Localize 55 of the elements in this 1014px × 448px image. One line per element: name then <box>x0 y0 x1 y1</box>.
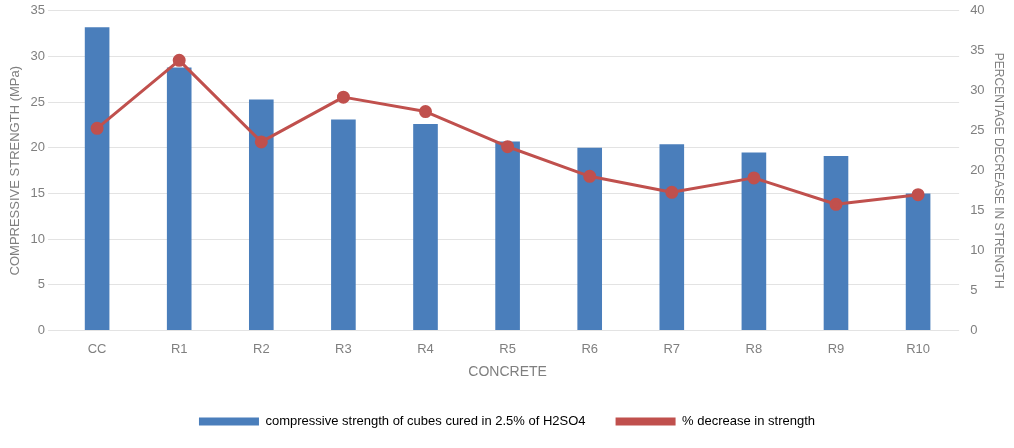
x-tick-label: R4 <box>417 340 434 356</box>
y2-tick-label: 10 <box>970 242 985 258</box>
point <box>501 140 515 154</box>
y2-tick-label: 5 <box>970 282 978 298</box>
point <box>911 188 925 202</box>
legend-label: % decrease in strength <box>682 413 816 429</box>
point <box>172 53 186 67</box>
y-tick-label: 35 <box>30 2 46 18</box>
x-tick-label: R9 <box>827 340 845 356</box>
x-tick-label: R10 <box>906 340 931 356</box>
bar <box>905 193 931 331</box>
bar <box>331 119 356 331</box>
y2-axis-title: PERCENTAGE DECREASE IN STRENGTH <box>992 52 1007 289</box>
y-tick-label: 30 <box>30 48 46 64</box>
point <box>90 121 104 135</box>
x-tick-label: R6 <box>581 340 599 356</box>
bar <box>166 67 192 331</box>
x-axis-title: CONCRETE <box>468 363 547 380</box>
x-tick-label: R8 <box>745 340 763 356</box>
point <box>419 105 432 119</box>
y-tick-label: 0 <box>37 322 46 338</box>
bar <box>495 141 520 331</box>
legend-label: compressive strength of cubes cured in 2.5% of H2SO4 <box>265 413 586 429</box>
x-tick-label: R2 <box>252 340 270 356</box>
y2-tick-label: 25 <box>970 122 985 138</box>
y-tick-label: 15 <box>30 185 46 201</box>
bar <box>741 152 767 331</box>
bar <box>248 99 274 331</box>
point <box>665 185 679 199</box>
y-tick-label: 25 <box>30 93 46 109</box>
bar <box>413 124 438 331</box>
point <box>583 169 597 183</box>
point <box>254 135 268 149</box>
y2-tick-label: 30 <box>970 82 985 98</box>
y-axis-title: COMPRESSIVE STRENGTH (MPa) <box>7 65 23 276</box>
point <box>829 197 843 211</box>
y2-tick-label: 40 <box>970 2 985 18</box>
y-tick-label: 5 <box>37 276 46 292</box>
bar <box>659 144 685 331</box>
y2-tick-label: 35 <box>970 42 985 58</box>
y-tick-label: 20 <box>30 139 46 155</box>
point <box>747 171 761 185</box>
y2-tick-label: 0 <box>970 322 978 338</box>
bar <box>823 156 849 331</box>
x-tick-label: CC <box>87 340 107 356</box>
y2-tick-label: 15 <box>970 202 985 218</box>
bar <box>577 147 603 331</box>
x-tick-label: R3 <box>335 340 352 356</box>
x-tick-label: R1 <box>170 340 188 356</box>
y-tick-label: 10 <box>30 230 46 246</box>
x-tick-label: R7 <box>663 340 681 356</box>
y2-tick-label: 20 <box>970 162 985 178</box>
x-tick-label: R5 <box>499 340 516 356</box>
bar <box>84 27 110 331</box>
point <box>336 90 350 104</box>
